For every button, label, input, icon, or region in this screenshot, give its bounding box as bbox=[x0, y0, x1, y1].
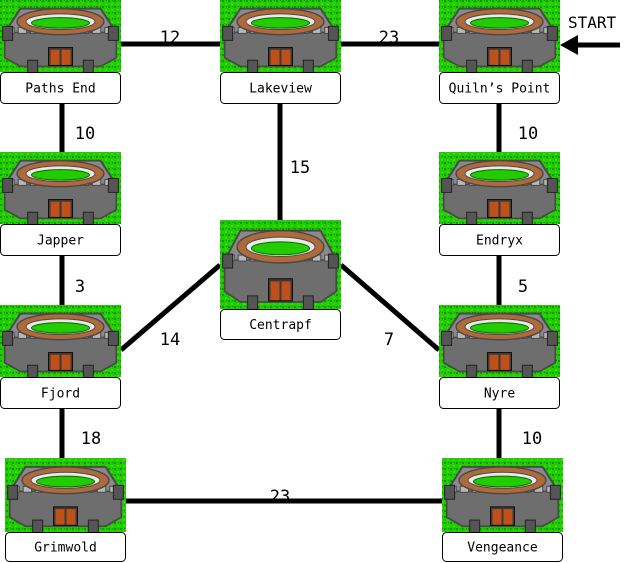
edge-weight-label: 5 bbox=[518, 277, 528, 297]
castle-icon bbox=[0, 305, 121, 380]
node-label: Vengeance bbox=[467, 541, 538, 556]
node-label-box bbox=[0, 72, 121, 104]
edge-fjord-centrapf bbox=[119, 263, 222, 352]
edge-weight-label: 14 bbox=[160, 330, 180, 350]
node-label: Fjord bbox=[41, 387, 80, 402]
node-label-box bbox=[439, 224, 560, 256]
edge-weight-label: 18 bbox=[81, 429, 101, 449]
edge-weight-label: 10 bbox=[522, 429, 542, 449]
node-label-box bbox=[220, 72, 341, 104]
edge-weight-label: 7 bbox=[384, 330, 394, 350]
castle-icon bbox=[0, 0, 121, 75]
edge-weight-label: 10 bbox=[75, 124, 95, 144]
node-japper: Japper bbox=[0, 152, 121, 256]
edge-weight-label: 15 bbox=[290, 158, 310, 178]
node-label-box bbox=[0, 224, 121, 256]
node-label-box bbox=[439, 72, 560, 104]
castle-icon bbox=[5, 458, 126, 535]
node-label-box bbox=[0, 377, 121, 409]
edge-centrapf-nyre bbox=[339, 263, 441, 352]
castle-icon bbox=[442, 458, 563, 535]
node-label: Paths End bbox=[25, 82, 95, 97]
node-label: Grimwold bbox=[34, 541, 97, 556]
node-label-box bbox=[439, 377, 560, 409]
node-vengeance: Vengeance bbox=[442, 458, 563, 562]
node-fjord: Fjord bbox=[0, 305, 121, 409]
node-label: Centrapf bbox=[249, 318, 312, 333]
castle-icon bbox=[0, 152, 121, 227]
node-label: Quiln’s Point bbox=[449, 82, 551, 97]
castle-icon bbox=[439, 152, 560, 227]
node-label: Japper bbox=[37, 234, 84, 249]
edge-weight-label: 10 bbox=[518, 124, 538, 144]
edge-weight-label: 3 bbox=[75, 277, 85, 297]
node-grimwold: Grimwold bbox=[5, 458, 126, 562]
node-lakeview: Lakeview bbox=[220, 0, 341, 104]
castle-icon bbox=[439, 0, 560, 75]
node-endryx: Endryx bbox=[439, 152, 560, 256]
node-nyre: Nyre bbox=[439, 305, 560, 409]
castle-icon bbox=[439, 305, 560, 380]
start-label: START bbox=[568, 13, 617, 32]
node-label: Nyre bbox=[484, 387, 515, 402]
edge-weight-label: 23 bbox=[270, 487, 290, 507]
node-centrapf: Centrapf bbox=[220, 220, 341, 340]
node-label: Lakeview bbox=[249, 82, 312, 97]
node-label: Endryx bbox=[476, 234, 523, 249]
node-label-box bbox=[442, 532, 563, 562]
start-marker: START bbox=[560, 13, 620, 55]
castle-icon bbox=[220, 0, 341, 75]
node-paths-end: Paths End bbox=[0, 0, 121, 104]
node-quilns-point: Quiln’s Point bbox=[439, 0, 560, 104]
edge-weight-label: 12 bbox=[160, 28, 180, 48]
node-label-box bbox=[220, 309, 341, 340]
edge-weight-label: 23 bbox=[379, 28, 399, 48]
start-arrow-icon bbox=[560, 35, 578, 55]
castle-icon bbox=[220, 220, 341, 311]
node-label-box bbox=[5, 532, 126, 562]
